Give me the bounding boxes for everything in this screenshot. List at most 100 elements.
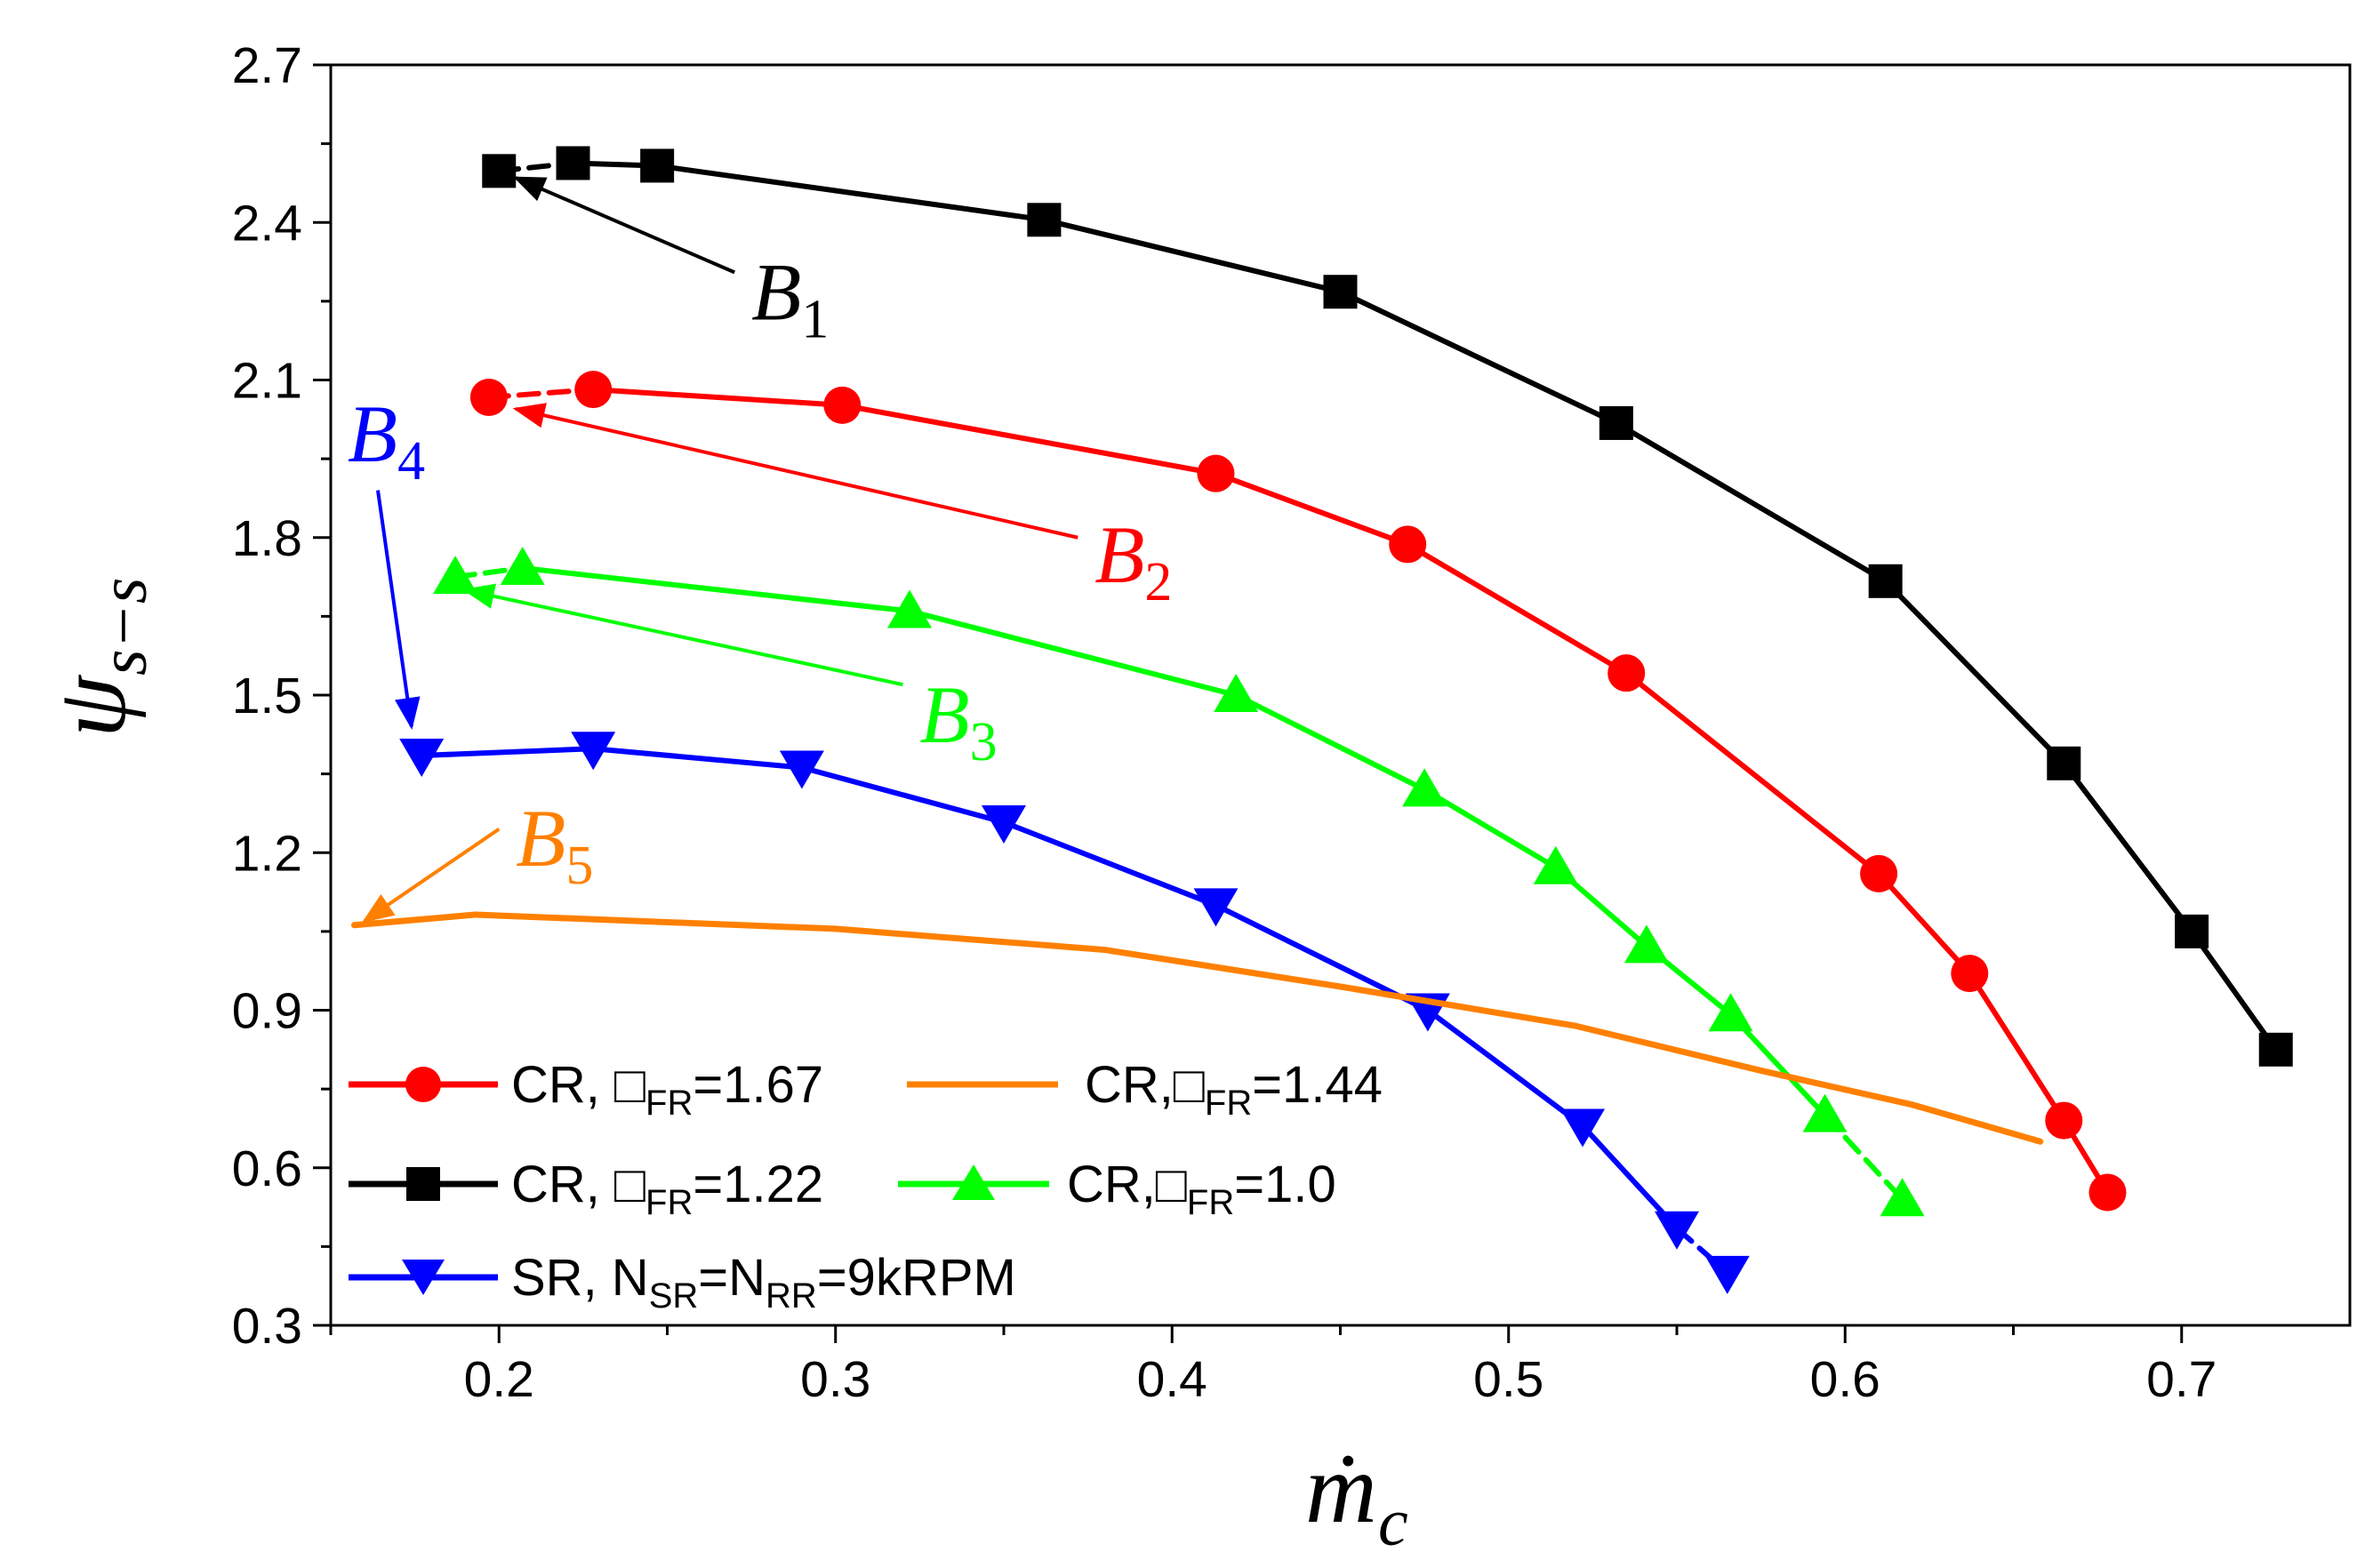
series-line-segment <box>1967 971 2067 1124</box>
annotation-arrow <box>376 490 421 731</box>
series-line-segment <box>1876 870 1973 977</box>
annotation-label: B2 <box>1094 509 1172 612</box>
annotation-b5: B5 <box>361 793 593 924</box>
data-point <box>399 738 445 777</box>
x-axis-title: ṁ c <box>1305 1434 1408 1560</box>
annotation-label: B3 <box>919 669 997 772</box>
x-tick-label: 0.3 <box>800 1351 870 1408</box>
data-point <box>469 378 508 416</box>
data-point <box>2088 1173 2127 1212</box>
series-line-segment <box>1623 670 1882 876</box>
series-line-segment <box>1405 541 1630 676</box>
series-layer <box>350 146 2293 1294</box>
legend-label-sr: SR, NSR=NRR=9kRPM <box>511 1249 1016 1316</box>
y-axis-title-sub: s−s <box>86 578 161 676</box>
x-tick-label: 0.6 <box>1810 1351 1880 1408</box>
plot-frame <box>329 63 2352 1327</box>
data-point <box>1655 1211 1699 1250</box>
x-tick-label: 0.5 <box>1473 1351 1543 1408</box>
series-line-segment <box>2189 928 2279 1052</box>
series-line-segment <box>1613 420 1888 584</box>
series-line-segment <box>1909 1101 2044 1145</box>
series-cr122 <box>482 146 2293 1067</box>
y-tick-label: 2.7 <box>232 37 302 94</box>
legend-marker-sr <box>402 1260 445 1295</box>
series-line-segment <box>1422 787 1559 870</box>
series-line-segment <box>832 925 1109 954</box>
legend-label-cr100: CR,□FR=1.0 <box>1067 1156 1336 1222</box>
data-point <box>887 589 933 628</box>
legend-marker-cr167 <box>405 1067 441 1102</box>
y-tick-label: 1.8 <box>232 510 302 567</box>
legend-label-cr122: CR, □FR=1.22 <box>511 1156 823 1222</box>
series-line-segment <box>1572 1022 1765 1074</box>
series-line-segment <box>1233 692 1428 793</box>
data-point <box>482 154 517 188</box>
legend-entry-cr122: CR, □FR=1.22 <box>349 1156 823 1222</box>
series-line-segment <box>590 746 805 771</box>
data-point <box>1323 275 1358 309</box>
data-point <box>1708 993 1753 1032</box>
series-line-segment <box>1337 983 1579 1029</box>
legend-marker-cr122 <box>406 1167 440 1201</box>
series-line-segment <box>1882 578 2067 766</box>
data-point <box>2047 746 2081 780</box>
legend-entry-cr167: CR, □FR=1.67 <box>349 1056 823 1123</box>
series-line-segment <box>2061 760 2195 934</box>
data-point <box>1607 654 1646 692</box>
y-tick-label: 2.4 <box>232 195 302 252</box>
annotation-arrow <box>461 583 903 687</box>
x-tick-label: 0.2 <box>464 1351 534 1408</box>
data-point <box>1802 1093 1848 1132</box>
annotation-arrow <box>361 828 501 924</box>
annotation-b1: B1 <box>512 176 829 350</box>
series-line-segment <box>1674 1225 1730 1276</box>
x-axis-title-main: ṁ <box>1305 1434 1377 1544</box>
data-point <box>571 732 616 771</box>
series-line-segment <box>419 746 597 758</box>
data-point <box>1560 1108 1606 1148</box>
data-point <box>1623 924 1669 964</box>
data-point <box>1868 564 1903 598</box>
series-line-segment <box>907 608 1239 698</box>
series-line-segment <box>654 163 1047 223</box>
series-cr144 <box>350 911 2044 1145</box>
legend-label-cr144: CR,□FR=1.44 <box>1085 1056 1383 1123</box>
legend-entry-sr: SR, NSR=NRR=9kRPM <box>349 1249 1016 1316</box>
y-axis-title-main: ψ <box>36 674 147 738</box>
legend-entry-cr144: CR,□FR=1.44 <box>907 1056 1383 1123</box>
data-point <box>1197 454 1235 492</box>
annotation-b2: B2 <box>512 403 1172 612</box>
series-line-segment <box>350 911 479 929</box>
x-axis: 0.2 0.3 0.4 0.5 0.6 0.7 <box>329 1325 2217 1408</box>
annotation-label: B1 <box>751 247 829 350</box>
series-line-segment <box>1580 1123 1680 1231</box>
series-line-segment <box>1424 1007 1586 1129</box>
y-tick-label: 1.2 <box>232 825 302 882</box>
annotation-arrow <box>512 403 1078 540</box>
data-point <box>982 804 1026 844</box>
legend: CR, □FR=1.67 CR,□FR=1.44 CR, □FR=1.22 CR… <box>349 1056 1383 1316</box>
data-point <box>1704 1255 1750 1294</box>
data-point <box>779 750 824 789</box>
y-axis-title: ψ s−s <box>36 578 161 738</box>
annotation-label: B5 <box>516 793 593 896</box>
x-axis-title-sub: c <box>1378 1485 1408 1560</box>
data-point <box>1402 768 1447 807</box>
y-axis: 0.3 0.6 0.9 1.2 1.5 1.8 2.1 2.4 2.7 <box>232 37 331 1355</box>
data-point <box>823 386 862 424</box>
series-sr <box>399 732 1750 1294</box>
series-line-segment <box>1337 289 1619 426</box>
data-point <box>1533 845 1578 884</box>
data-point <box>1389 525 1427 564</box>
annotation-b4: B4 <box>348 388 425 731</box>
data-point <box>2175 914 2209 948</box>
series-line-segment <box>472 911 839 932</box>
data-point <box>556 146 590 180</box>
legend-marker-cr100 <box>952 1164 995 1200</box>
series-cr167 <box>469 371 2127 1212</box>
data-point <box>640 148 675 183</box>
x-tick-label: 0.7 <box>2146 1351 2217 1408</box>
series-line-segment <box>839 402 1219 476</box>
data-point <box>1880 1178 1925 1217</box>
